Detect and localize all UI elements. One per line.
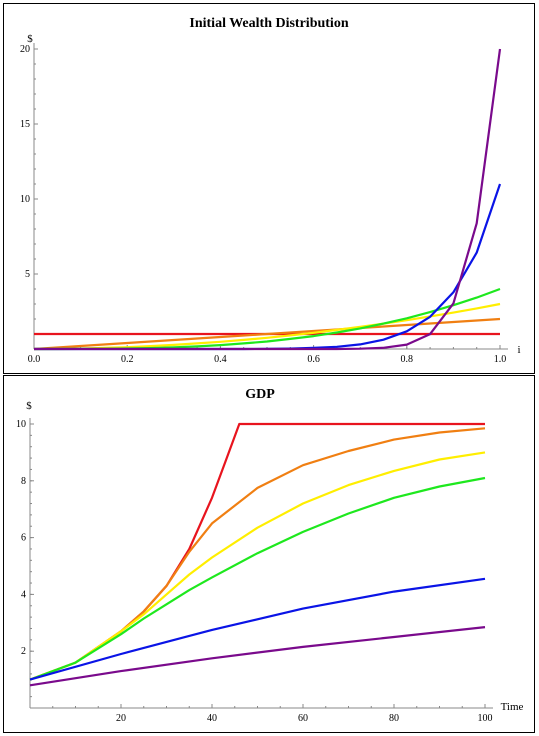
y-axis-label: $ bbox=[27, 33, 33, 45]
wealth-distribution-chart: Initial Wealth Distribution $ i 0.0 0.2 0.… bbox=[20, 16, 521, 365]
series-line-4 bbox=[29, 577, 486, 681]
y-tick-label: 8 bbox=[21, 476, 26, 487]
y-tick-label: 4 bbox=[21, 589, 26, 600]
x-tick-label: 80 bbox=[389, 713, 399, 724]
y-tick-label: 2 bbox=[21, 646, 26, 657]
y-tick-label: 20 bbox=[20, 44, 30, 55]
y-tick-label: 5 bbox=[25, 269, 30, 280]
gdp-panel: GDP $ Time 20 40 60 80 100 2 4 6 8 10 bbox=[3, 375, 535, 733]
series-line-0 bbox=[29, 422, 485, 681]
y-tick-label: 10 bbox=[16, 419, 26, 430]
x-axis-label: Time bbox=[501, 701, 524, 713]
series-lines bbox=[29, 422, 486, 687]
wealth-distribution-panel: Initial Wealth Distribution $ i 0.0 0.2 0.… bbox=[3, 3, 535, 374]
series-lines bbox=[33, 48, 502, 351]
x-tick-label: 0.6 bbox=[307, 354, 320, 365]
chart-title: GDP bbox=[245, 387, 275, 402]
x-tick-label: 100 bbox=[478, 713, 493, 724]
series-line-3 bbox=[34, 287, 501, 351]
series-line-1 bbox=[33, 317, 501, 351]
y-tick-label: 6 bbox=[21, 533, 26, 544]
chart-title: Initial Wealth Distribution bbox=[189, 16, 348, 31]
x-axis-label: i bbox=[517, 344, 520, 356]
x-tick-label: 60 bbox=[298, 713, 308, 724]
axes bbox=[33, 43, 508, 350]
series-line-3 bbox=[29, 476, 486, 681]
y-tick-label: 10 bbox=[20, 194, 30, 205]
x-tick-label: 0.8 bbox=[401, 354, 414, 365]
y-tick-label: 15 bbox=[20, 119, 30, 130]
series-line-5 bbox=[34, 48, 502, 351]
x-tick-label: 0.4 bbox=[214, 354, 227, 365]
x-tick-label: 1.0 bbox=[494, 354, 507, 365]
series-line-5 bbox=[29, 626, 486, 687]
x-tick-label: 0.2 bbox=[121, 354, 134, 365]
gdp-chart: GDP $ Time 20 40 60 80 100 2 4 6 8 10 bbox=[16, 387, 524, 724]
x-tick-label: 40 bbox=[207, 713, 217, 724]
axes bbox=[29, 418, 493, 709]
x-tick-label: 20 bbox=[116, 713, 126, 724]
x-tick-label: 0.0 bbox=[28, 354, 41, 365]
ticks: 20 40 60 80 100 2 4 6 8 10 bbox=[16, 419, 493, 724]
series-line-2 bbox=[29, 451, 486, 681]
y-axis-label: $ bbox=[26, 400, 32, 412]
